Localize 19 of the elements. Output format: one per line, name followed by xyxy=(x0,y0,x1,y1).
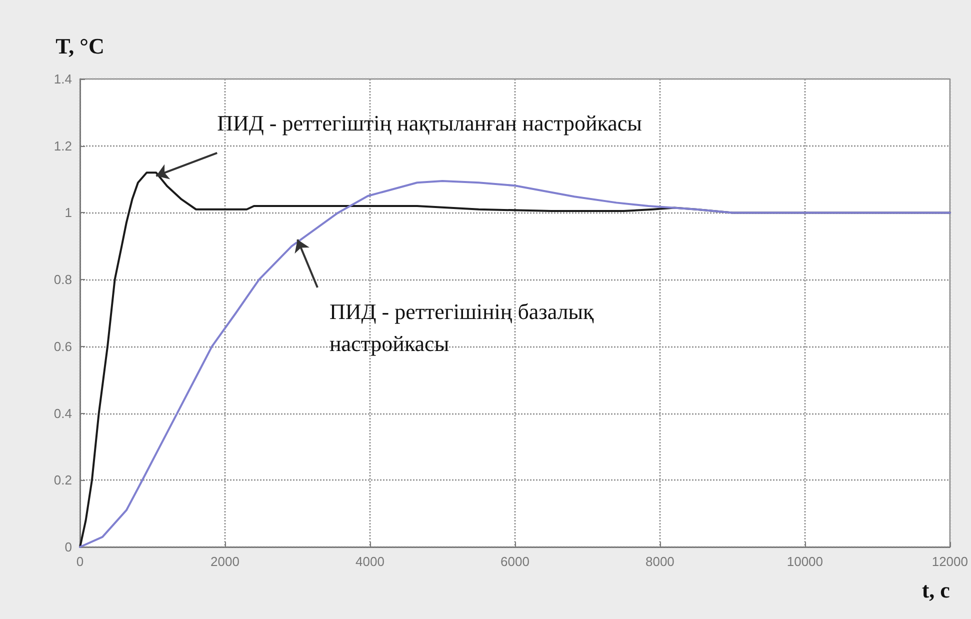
y-tick-label: 1 xyxy=(64,205,72,220)
x-tick-label: 12000 xyxy=(932,554,968,569)
annotation: ПИД - реттегіштің нақтыланған настройкасы xyxy=(217,110,642,136)
x-tick-label: 8000 xyxy=(645,554,674,569)
annotation: ПИД - реттегішінің базалық настройкасы xyxy=(329,298,594,356)
x-tick-label: 2000 xyxy=(210,554,240,569)
x-tick-label: 6000 xyxy=(500,554,530,569)
x-tick-label: 0 xyxy=(76,554,84,569)
y-axis-title: T, °C xyxy=(56,34,104,58)
x-axis-title: t, c xyxy=(922,578,950,602)
y-tick-label: 0.6 xyxy=(54,338,72,354)
y-tick-label: 0 xyxy=(64,540,72,554)
x-tick-label: 4000 xyxy=(356,554,384,569)
y-tick-label: 1.2 xyxy=(54,138,72,154)
y-tick-label: 0.2 xyxy=(54,472,72,488)
x-tick-label: 10000 xyxy=(786,554,824,569)
y-tick-label: 0.4 xyxy=(54,406,72,421)
y-tick-label: 1.4 xyxy=(54,72,72,86)
y-tick-label: 0.8 xyxy=(54,272,72,288)
